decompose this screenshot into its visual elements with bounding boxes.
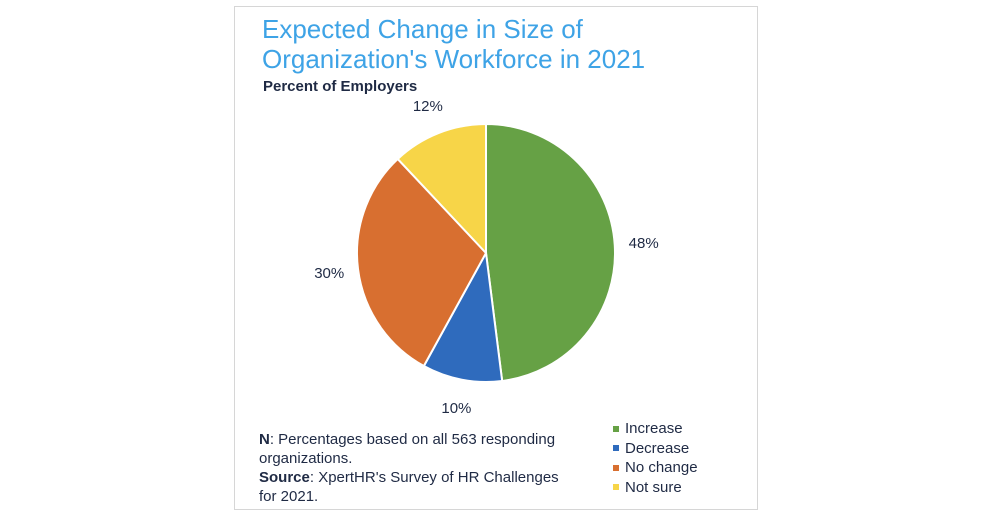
pie-slice-increase (485, 122, 616, 383)
chart-title: Expected Change in Size of Organization'… (262, 14, 646, 74)
data-label: 10% (441, 400, 471, 417)
legend-item: Decrease (613, 439, 698, 459)
chart-subtitle: Percent of Employers (263, 78, 418, 95)
source-text: : XpertHR's Survey of HR Challenges for … (259, 469, 559, 505)
source-label: Source (259, 469, 310, 486)
source-note: Source: XpertHR's Survey of HR Challenge… (259, 468, 579, 506)
legend-item: Increase (613, 419, 698, 439)
legend-label: No change (625, 459, 698, 476)
legend-label: Decrease (625, 439, 690, 457)
pie-slice-not-sure (396, 122, 487, 256)
legend-swatch (613, 445, 619, 452)
legend-item: No change (613, 458, 698, 478)
n-label: N (259, 431, 270, 448)
n-note: N: Percentages based on all 563 respondi… (259, 430, 579, 468)
data-label: 30% (314, 265, 344, 282)
legend-label: Increase (625, 420, 683, 437)
legend: Increase Decrease No change Not sure (613, 419, 698, 497)
legend-item: Not sure (613, 478, 698, 498)
footnote: N: Percentages based on all 563 respondi… (259, 430, 579, 506)
data-label: 48% (629, 235, 659, 252)
legend-label: Not sure (625, 478, 682, 496)
pie-slice-no-change (356, 157, 488, 368)
n-text: : Percentages based on all 563 respondin… (259, 431, 556, 467)
legend-swatch (613, 425, 619, 432)
pie-slice-decrease (422, 249, 504, 383)
data-label: 12% (413, 98, 443, 115)
legend-swatch (613, 484, 619, 491)
legend-swatch (613, 464, 619, 471)
